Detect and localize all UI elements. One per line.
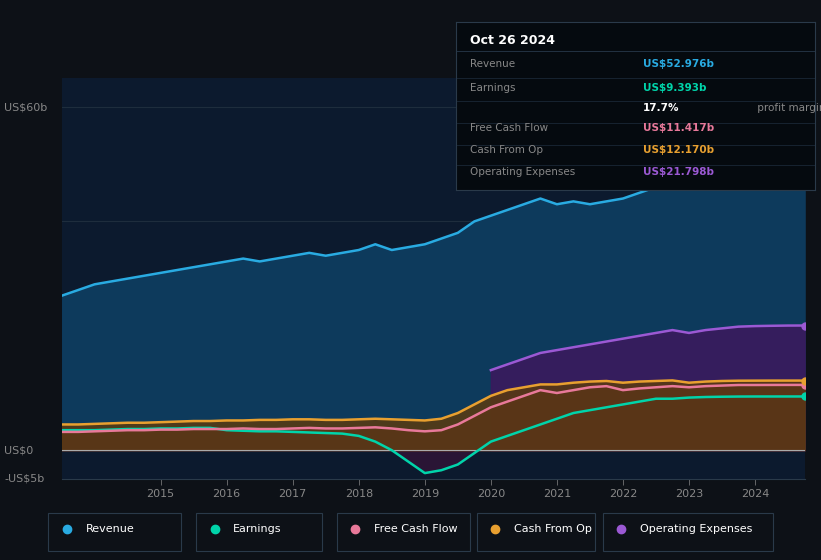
- Text: Operating Expenses: Operating Expenses: [470, 167, 576, 177]
- Text: US$9.393b: US$9.393b: [643, 83, 706, 93]
- Text: US$60b: US$60b: [4, 102, 48, 112]
- Text: Cash From Op: Cash From Op: [470, 145, 543, 155]
- Text: Cash From Op: Cash From Op: [514, 525, 592, 534]
- Text: Revenue: Revenue: [470, 59, 515, 69]
- Text: Revenue: Revenue: [85, 525, 134, 534]
- Text: Earnings: Earnings: [470, 83, 516, 93]
- FancyBboxPatch shape: [603, 513, 773, 551]
- Text: US$52.976b: US$52.976b: [643, 59, 713, 69]
- Text: US$12.170b: US$12.170b: [643, 145, 713, 155]
- Text: 17.7%: 17.7%: [643, 103, 679, 113]
- Text: profit margin: profit margin: [754, 103, 821, 113]
- Text: US$0: US$0: [4, 445, 34, 455]
- FancyBboxPatch shape: [196, 513, 322, 551]
- Text: US$11.417b: US$11.417b: [643, 123, 714, 133]
- Text: Earnings: Earnings: [233, 525, 282, 534]
- FancyBboxPatch shape: [477, 513, 595, 551]
- Text: -US$5b: -US$5b: [4, 474, 44, 484]
- Text: Oct 26 2024: Oct 26 2024: [470, 34, 555, 47]
- Text: Free Cash Flow: Free Cash Flow: [470, 123, 548, 133]
- FancyBboxPatch shape: [48, 513, 181, 551]
- FancyBboxPatch shape: [337, 513, 470, 551]
- Text: Free Cash Flow: Free Cash Flow: [374, 525, 457, 534]
- Text: Operating Expenses: Operating Expenses: [640, 525, 752, 534]
- Text: US$21.798b: US$21.798b: [643, 167, 713, 177]
